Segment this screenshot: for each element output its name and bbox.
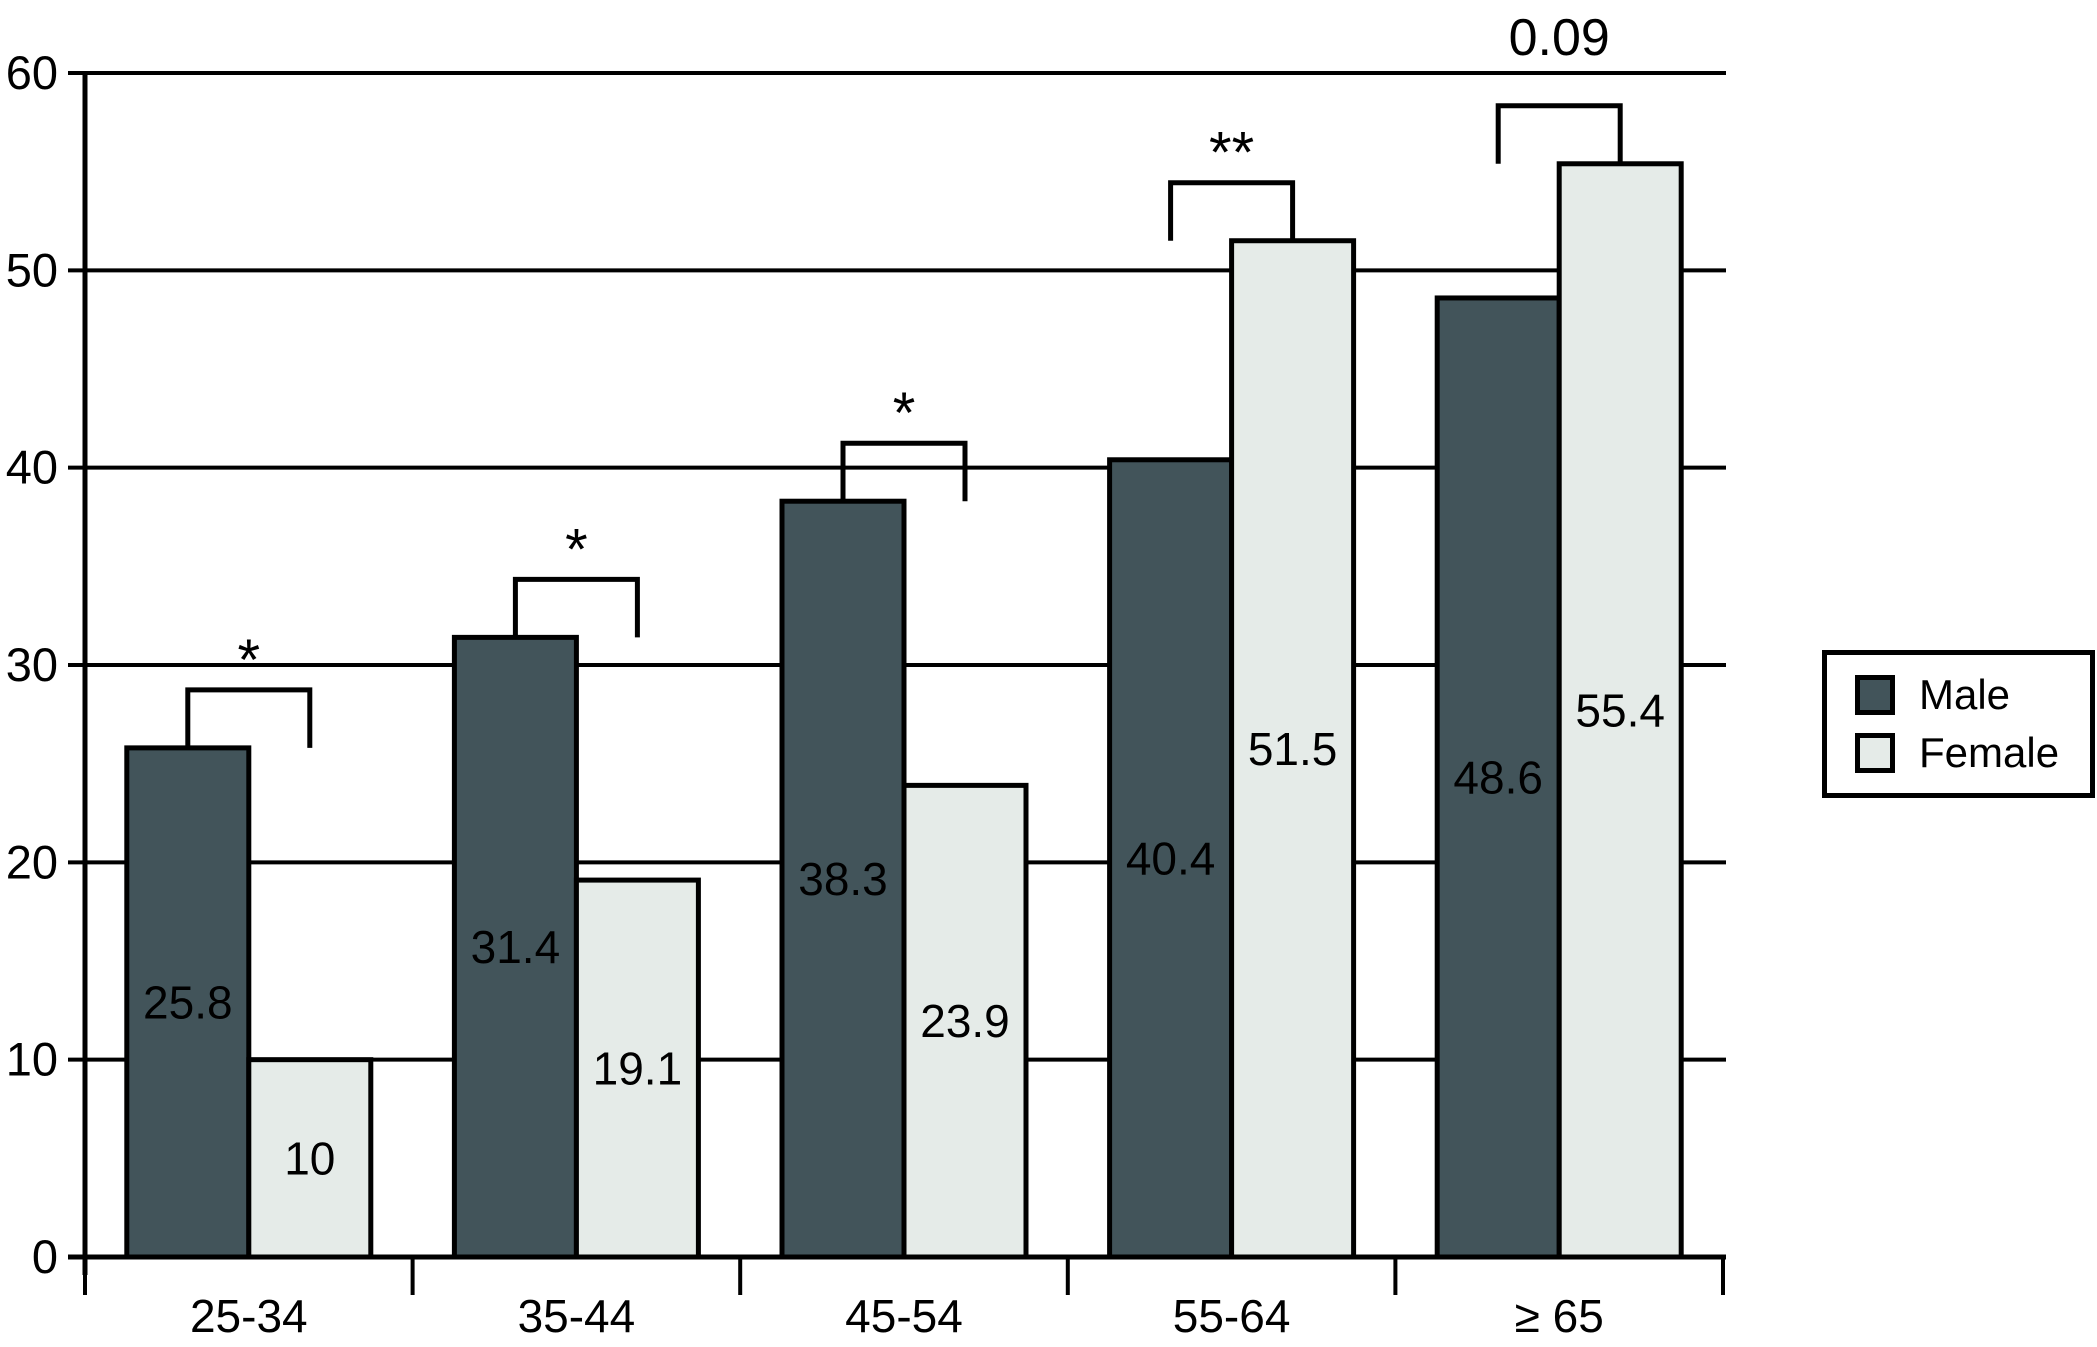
y-tick-label-20: 20: [6, 835, 58, 888]
x-category-label-≥ 65: ≥ 65: [1515, 1290, 1604, 1342]
significance-bracket-55-64: [1168, 180, 1296, 241]
bar-female-≥ 65: [1556, 161, 1684, 1260]
legend-swatch-female: [1855, 733, 1895, 773]
significance-label-45-54: *: [893, 381, 916, 446]
significance-label-35-44: *: [565, 517, 588, 582]
legend-item-female: Female: [1855, 732, 2090, 774]
bar-value-female-45-54: 23.9: [920, 995, 1010, 1047]
bar-female-45-54: [901, 782, 1029, 1260]
bar-female-55-64: [1229, 238, 1357, 1260]
x-category-label-25-34: 25-34: [190, 1290, 308, 1342]
significance-label-55-64: **: [1209, 121, 1254, 186]
bar-value-male-35-44: 31.4: [471, 921, 561, 973]
bar-value-female-55-64: 51.5: [1248, 723, 1338, 775]
legend-item-male: Male: [1855, 674, 2090, 716]
x-category-label-45-54: 45-54: [845, 1290, 963, 1342]
legend: Male Female: [1822, 650, 2095, 798]
significance-bracket-25-34: [185, 687, 313, 748]
y-tick-label-40: 40: [6, 441, 58, 494]
bar-value-male-≥ 65: 48.6: [1453, 751, 1543, 803]
x-category-label-35-44: 35-44: [518, 1290, 636, 1342]
legend-label-female: Female: [1919, 729, 2060, 776]
significance-bracket-45-54: [840, 440, 968, 502]
bar-value-female-≥ 65: 55.4: [1575, 684, 1665, 736]
bar-value-male-55-64: 40.4: [1126, 832, 1216, 884]
significance-bracket-≥ 65: [1495, 103, 1623, 164]
bar-female-25-34: [246, 1057, 374, 1260]
bar-male-55-64: [1107, 457, 1235, 1260]
significance-label-25-34: *: [238, 628, 261, 693]
bar-female-35-44: [573, 877, 701, 1260]
bar-value-female-35-44: 19.1: [593, 1043, 683, 1095]
y-tick-label-60: 60: [6, 46, 58, 99]
y-tick-label-10: 10: [6, 1033, 58, 1086]
significance-label-≥ 65: 0.09: [1509, 9, 1610, 67]
x-category-label-55-64: 55-64: [1173, 1290, 1291, 1342]
significance-bracket-35-44: [512, 576, 640, 638]
bar-value-female-25-34: 10: [284, 1132, 335, 1184]
y-tick-label-0: 0: [32, 1230, 58, 1283]
legend-label-male: Male: [1919, 671, 2011, 718]
y-tick-label-30: 30: [6, 638, 58, 691]
legend-swatch-male: [1855, 675, 1895, 715]
bar-male-25-34: [124, 745, 252, 1260]
bar-value-male-45-54: 38.3: [798, 853, 888, 905]
bar-value-male-25-34: 25.8: [143, 976, 233, 1028]
y-tick-label-50: 50: [6, 243, 58, 296]
